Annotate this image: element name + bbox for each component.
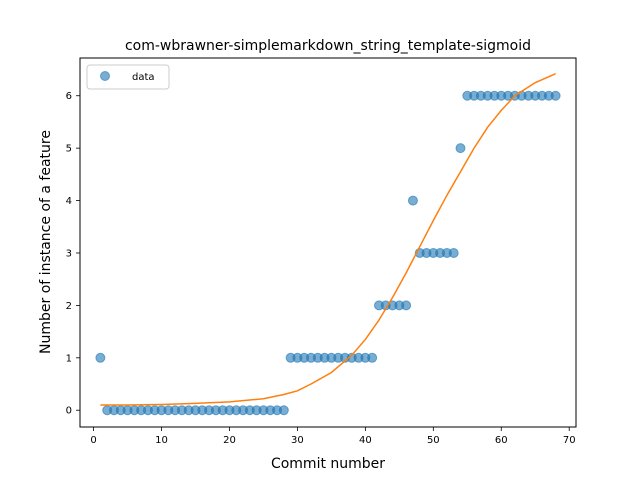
x-tick-label: 60 — [495, 435, 508, 446]
legend-box — [86, 64, 170, 90]
axis-ticks: 0 10 20 30 40 50 60 70 0 1 2 3 4 5 6 — [66, 91, 576, 446]
plot-area — [95, 73, 561, 416]
y-tick-label: 4 — [66, 196, 72, 207]
data-point — [448, 247, 459, 258]
data-point — [278, 405, 289, 416]
x-tick-label: 20 — [223, 435, 236, 446]
x-tick-label: 10 — [155, 435, 168, 446]
axes-frame — [79, 57, 577, 428]
y-tick-label: 0 — [66, 406, 72, 417]
y-tick-label: 6 — [66, 91, 72, 102]
y-tick-label: 1 — [66, 353, 72, 364]
x-tick-label: 50 — [427, 435, 440, 446]
chart-title: com-wbrawner-simplemarkdown_string_templ… — [125, 38, 531, 54]
data-point — [550, 90, 561, 101]
data-point — [407, 195, 418, 206]
data-point — [401, 300, 412, 311]
data-point — [95, 352, 106, 363]
y-tick-label: 3 — [66, 248, 72, 259]
x-tick-label: 30 — [291, 435, 304, 446]
x-tick-label: 70 — [563, 435, 576, 446]
data-point — [455, 143, 466, 154]
legend-marker-data — [100, 71, 110, 81]
y-tick-label: 2 — [66, 301, 72, 312]
y-tick-label: 5 — [66, 144, 72, 155]
x-tick-label: 0 — [90, 435, 96, 446]
x-axis-label: Commit number — [271, 456, 385, 472]
data-point — [367, 352, 378, 363]
fit-line — [100, 73, 556, 406]
legend-label-data: data — [132, 72, 155, 83]
y-axis-label: Number of instance of a feature — [38, 130, 54, 354]
legend: data — [86, 64, 170, 90]
x-tick-label: 40 — [359, 435, 372, 446]
